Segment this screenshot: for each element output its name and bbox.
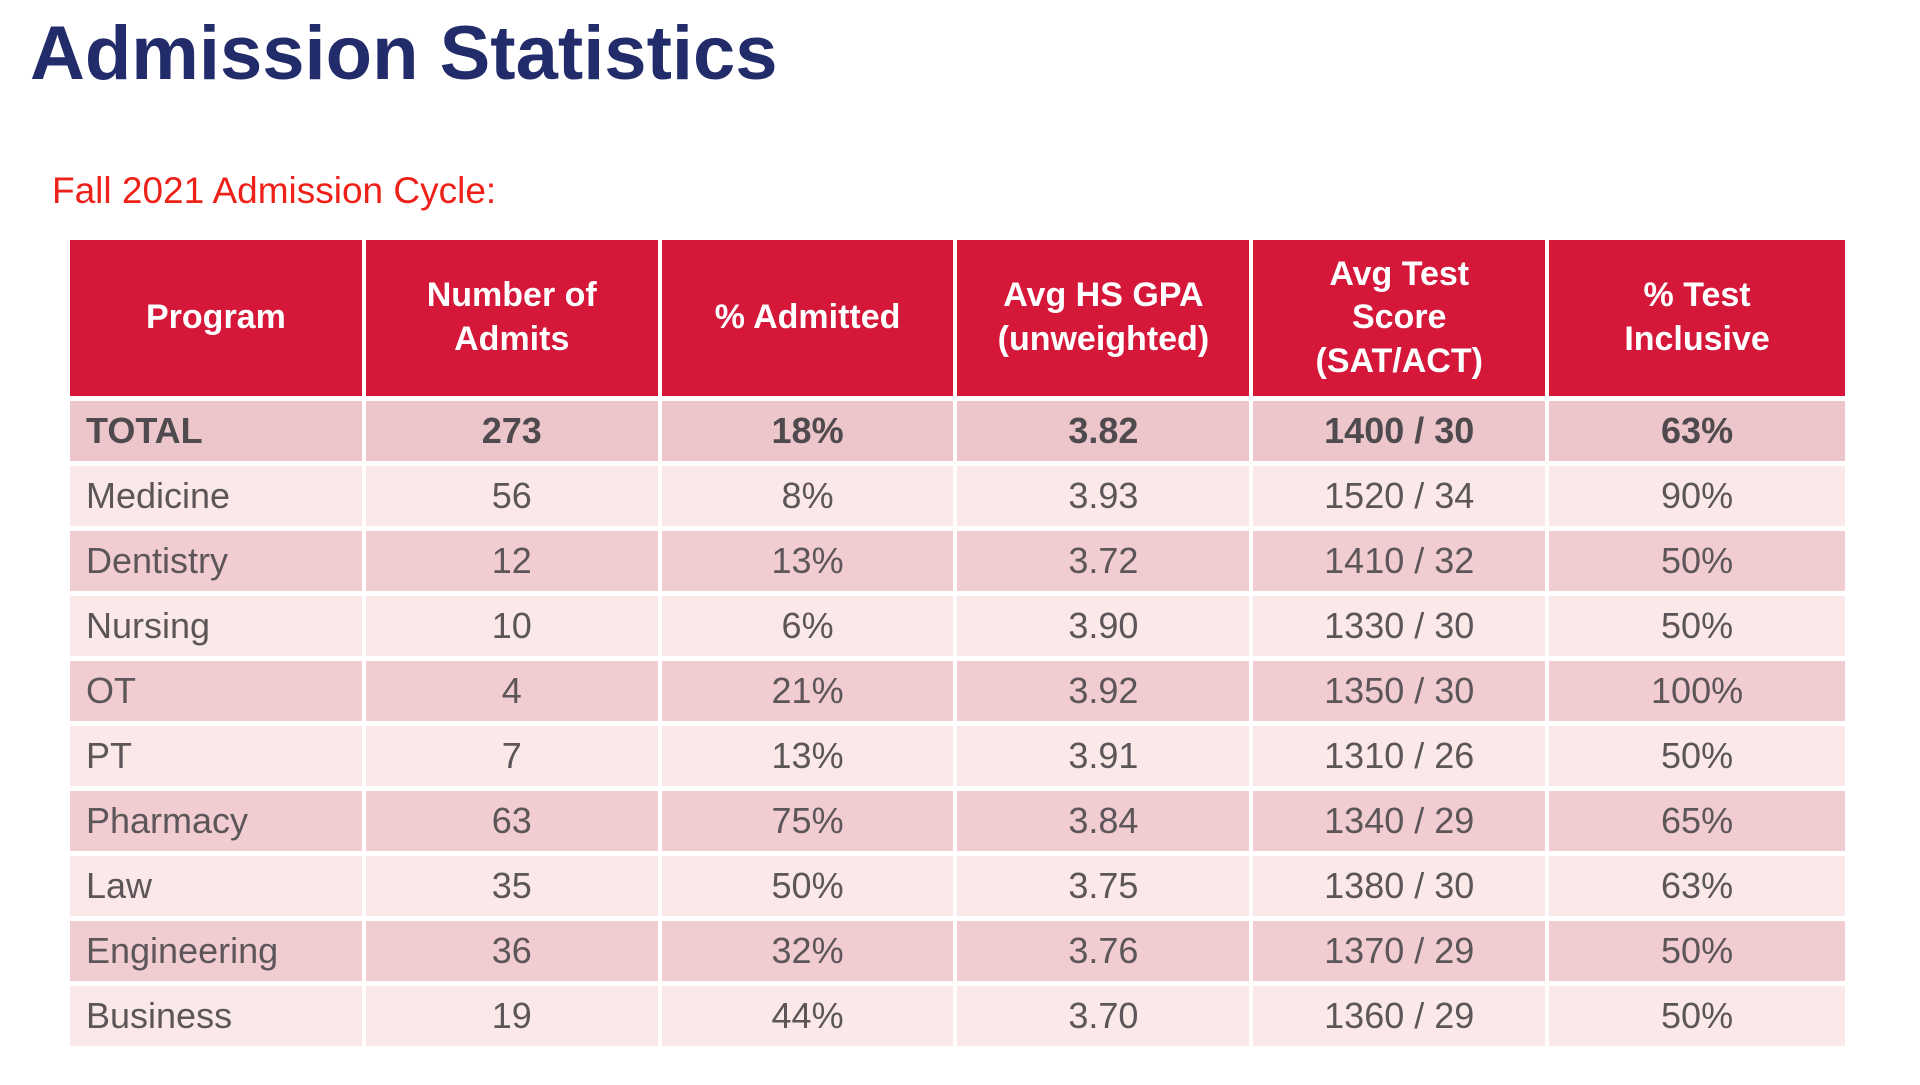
table-row-business: Business 19 44% 3.70 1360 / 29 50% (70, 981, 1845, 1046)
table-cell: 1380 / 30 (1253, 851, 1550, 916)
page-title: Admission Statistics (30, 11, 778, 96)
table-row-engineering: Engineering 36 32% 3.76 1370 / 29 50% (70, 916, 1845, 981)
program-cell: Medicine (70, 461, 366, 526)
column-header-avg-hs-gpa: Avg HS GPA (unweighted) (957, 240, 1254, 396)
table-cell: 8% (661, 461, 958, 526)
table-cell: 63% (1549, 851, 1845, 916)
table-row-medicine: Medicine 56 8% 3.93 1520 / 34 90% (70, 461, 1845, 526)
table-header: Program Number of Admits % Admitted Avg … (70, 240, 1845, 396)
table-cell: 13% (661, 721, 958, 786)
subtitle-admission-cycle: Fall 2021 Admission Cycle: (52, 170, 497, 211)
table-cell: 12 (365, 526, 662, 591)
table-cell: 65% (1549, 786, 1845, 851)
table-cell: 50% (1549, 526, 1845, 591)
table-row-law: Law 35 50% 3.75 1380 / 30 63% (70, 851, 1845, 916)
program-cell: TOTAL (70, 396, 366, 461)
program-cell: Law (70, 851, 366, 916)
table-cell: 90% (1549, 461, 1845, 526)
table-cell: 1330 / 30 (1253, 591, 1550, 656)
table-cell: 3.76 (957, 916, 1254, 981)
table-cell: 21% (661, 656, 958, 721)
table-cell: 100% (1549, 656, 1845, 721)
table-cell: 1310 / 26 (1253, 721, 1550, 786)
program-cell: Engineering (70, 916, 366, 981)
table-cell: 75% (661, 786, 958, 851)
table-row-pt: PT 7 13% 3.91 1310 / 26 50% (70, 721, 1845, 786)
table-cell: 6% (661, 591, 958, 656)
table-cell: 1350 / 30 (1253, 656, 1550, 721)
program-cell: Pharmacy (70, 786, 366, 851)
table-cell: 3.82 (957, 396, 1254, 461)
table-cell: 36 (365, 916, 662, 981)
table-cell: 3.92 (957, 656, 1254, 721)
table-cell: 63 (365, 786, 662, 851)
column-header-pct-admitted: % Admitted (661, 240, 958, 396)
table-cell: 1340 / 29 (1253, 786, 1550, 851)
table-cell: 32% (661, 916, 958, 981)
table-cell: 273 (365, 396, 662, 461)
table-cell: 4 (365, 656, 662, 721)
table-row-nursing: Nursing 10 6% 3.90 1330 / 30 50% (70, 591, 1845, 656)
header-row: Program Number of Admits % Admitted Avg … (70, 240, 1845, 396)
table-cell: 3.70 (957, 981, 1254, 1046)
admission-statistics-table: Program Number of Admits % Admitted Avg … (70, 240, 1845, 1046)
table-cell: 3.93 (957, 461, 1254, 526)
table-cell: 1360 / 29 (1253, 981, 1550, 1046)
table-body: TOTAL 273 18% 3.82 1400 / 30 63% Medicine 56 8% 3… (70, 396, 1845, 1046)
column-header-avg-test-score: Avg Test Score (SAT/ACT) (1253, 240, 1550, 396)
table-cell: 1410 / 32 (1253, 526, 1550, 591)
program-cell: Dentistry (70, 526, 366, 591)
table-row-dentistry: Dentistry 12 13% 3.72 1410 / 32 50% (70, 526, 1845, 591)
table-cell: 18% (661, 396, 958, 461)
program-cell: Business (70, 981, 366, 1046)
table-cell: 56 (365, 461, 662, 526)
program-cell: OT (70, 656, 366, 721)
table-cell: 50% (1549, 591, 1845, 656)
table-cell: 35 (365, 851, 662, 916)
program-cell: Nursing (70, 591, 366, 656)
table-cell: 1370 / 29 (1253, 916, 1550, 981)
table-cell: 63% (1549, 396, 1845, 461)
table-cell: 19 (365, 981, 662, 1046)
table-cell: 50% (1549, 916, 1845, 981)
table-cell: 50% (661, 851, 958, 916)
table-cell: 13% (661, 526, 958, 591)
table-row-ot: OT 4 21% 3.92 1350 / 30 100% (70, 656, 1845, 721)
table-cell: 50% (1549, 981, 1845, 1046)
table-cell: 3.72 (957, 526, 1254, 591)
table-cell: 3.75 (957, 851, 1254, 916)
table-row-total: TOTAL 273 18% 3.82 1400 / 30 63% (70, 396, 1845, 461)
column-header-program: Program (70, 240, 366, 396)
table-row-pharmacy: Pharmacy 63 75% 3.84 1340 / 29 65% (70, 786, 1845, 851)
column-header-number-admits: Number of Admits (365, 240, 662, 396)
table-cell: 3.90 (957, 591, 1254, 656)
table-cell: 7 (365, 721, 662, 786)
table-cell: 3.84 (957, 786, 1254, 851)
table-cell: 3.91 (957, 721, 1254, 786)
table-cell: 44% (661, 981, 958, 1046)
program-cell: PT (70, 721, 366, 786)
table-cell: 10 (365, 591, 662, 656)
table-cell: 1520 / 34 (1253, 461, 1550, 526)
table-cell: 1400 / 30 (1253, 396, 1550, 461)
table-cell: 50% (1549, 721, 1845, 786)
column-header-pct-test-inclusive: % Test Inclusive (1549, 240, 1845, 396)
